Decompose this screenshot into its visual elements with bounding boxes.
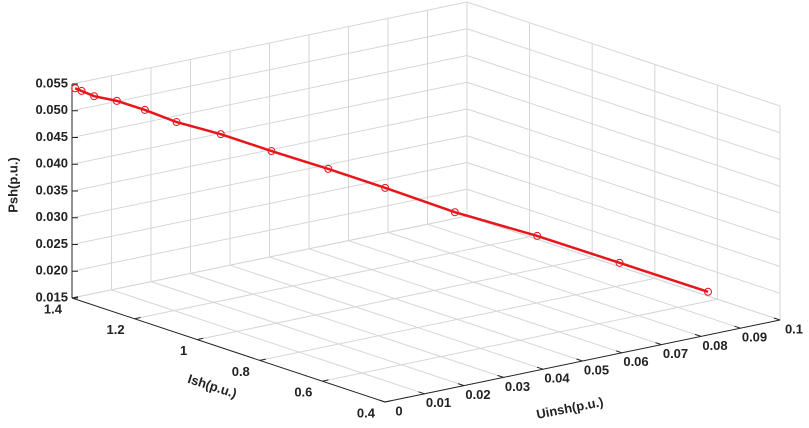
axis-line xyxy=(71,297,386,403)
z-tick-label: 0.055 xyxy=(35,75,68,90)
z-tick-label: 0.030 xyxy=(35,209,68,224)
data-point xyxy=(704,287,713,296)
data-point xyxy=(533,231,542,240)
data-point xyxy=(267,147,276,156)
z-tick-label: 0.015 xyxy=(35,289,68,304)
grid-line xyxy=(111,289,425,395)
y-tick-label: 1.2 xyxy=(107,322,125,337)
grid-line xyxy=(466,1,781,107)
z-tick-label: 0.020 xyxy=(35,263,68,278)
grid-line xyxy=(466,28,781,134)
grid-line xyxy=(466,81,781,187)
grid-line xyxy=(308,248,623,354)
data-point xyxy=(77,86,86,95)
grid-line xyxy=(71,188,468,272)
y-tick-label: 1.4 xyxy=(44,301,63,316)
tick-mark xyxy=(655,342,662,346)
data-point xyxy=(172,118,181,127)
z-tick-label: 0.040 xyxy=(35,156,68,171)
grid-line xyxy=(466,215,781,321)
data-point xyxy=(140,105,149,114)
grid-line xyxy=(71,162,468,245)
tick-mark xyxy=(259,358,266,361)
grid-line xyxy=(322,298,718,382)
y-tick-label: 1 xyxy=(180,343,187,358)
x-tick-label: 0.1 xyxy=(785,321,803,336)
z-tick-label: 0.025 xyxy=(35,236,68,251)
data-point xyxy=(90,92,99,101)
z-axis-title: Psh(p.u.) xyxy=(5,157,20,213)
tick-mark xyxy=(497,374,504,378)
grid-line xyxy=(229,264,544,370)
tick-mark xyxy=(134,317,141,320)
data-point xyxy=(324,164,333,173)
tick-mark xyxy=(576,358,583,362)
tick-mark xyxy=(734,325,741,329)
grid-line xyxy=(71,28,468,112)
tick-mark xyxy=(418,391,425,395)
tick-mark xyxy=(384,400,392,403)
x-tick-label: 0.03 xyxy=(505,379,530,394)
tick-mark xyxy=(322,379,329,382)
grid-line xyxy=(269,256,583,362)
grid-line xyxy=(259,277,655,361)
z-tick-label: 0.045 xyxy=(35,129,68,144)
x-tick-label: 0 xyxy=(395,403,402,418)
tick-mark xyxy=(536,366,544,370)
grid-line xyxy=(71,81,468,165)
tick-mark xyxy=(615,350,623,354)
data-point xyxy=(216,130,225,139)
x-axis-title: Uinsh(p.u.) xyxy=(535,394,605,422)
data-point xyxy=(615,258,624,267)
grid-line xyxy=(71,135,468,219)
x-tick-label: 0.05 xyxy=(584,362,609,377)
y-tick-label: 0.4 xyxy=(357,405,376,420)
grid-line xyxy=(466,135,781,241)
tick-mark xyxy=(694,333,702,337)
tick-mark xyxy=(457,383,465,387)
tick-mark xyxy=(71,296,79,299)
grid-line xyxy=(197,257,593,341)
grid-line xyxy=(466,108,781,214)
x-tick-label: 0.01 xyxy=(426,395,451,410)
grid-line xyxy=(190,272,504,378)
grid-line xyxy=(427,223,741,329)
x-tick-label: 0.02 xyxy=(465,387,490,402)
tick-mark xyxy=(773,317,781,321)
grid-line xyxy=(348,240,662,346)
data-point xyxy=(112,96,121,105)
tick-mark xyxy=(197,337,204,341)
x-tick-label: 0.07 xyxy=(663,346,688,361)
z-tick-label: 0.035 xyxy=(35,182,68,197)
grid-line xyxy=(150,281,465,387)
grid-line xyxy=(466,162,781,267)
grid-line xyxy=(71,55,468,138)
grid-line xyxy=(466,55,781,160)
x-tick-label: 0.09 xyxy=(742,330,767,345)
x-tick-label: 0.06 xyxy=(623,354,648,369)
data-point xyxy=(450,208,459,217)
grid-line xyxy=(71,1,468,85)
grid-line xyxy=(134,236,530,320)
y-tick-label: 0.6 xyxy=(294,385,312,400)
grid-line xyxy=(466,188,781,294)
y-tick-label: 0.8 xyxy=(232,364,250,379)
x-tick-label: 0.04 xyxy=(544,371,570,386)
grid-line xyxy=(71,215,468,299)
data-line xyxy=(74,87,709,293)
z-tick-label: 0.050 xyxy=(35,102,68,117)
grid-line xyxy=(387,231,702,337)
x-tick-label: 0.08 xyxy=(702,338,727,353)
data-point xyxy=(381,183,390,192)
tick-mark xyxy=(378,399,386,403)
